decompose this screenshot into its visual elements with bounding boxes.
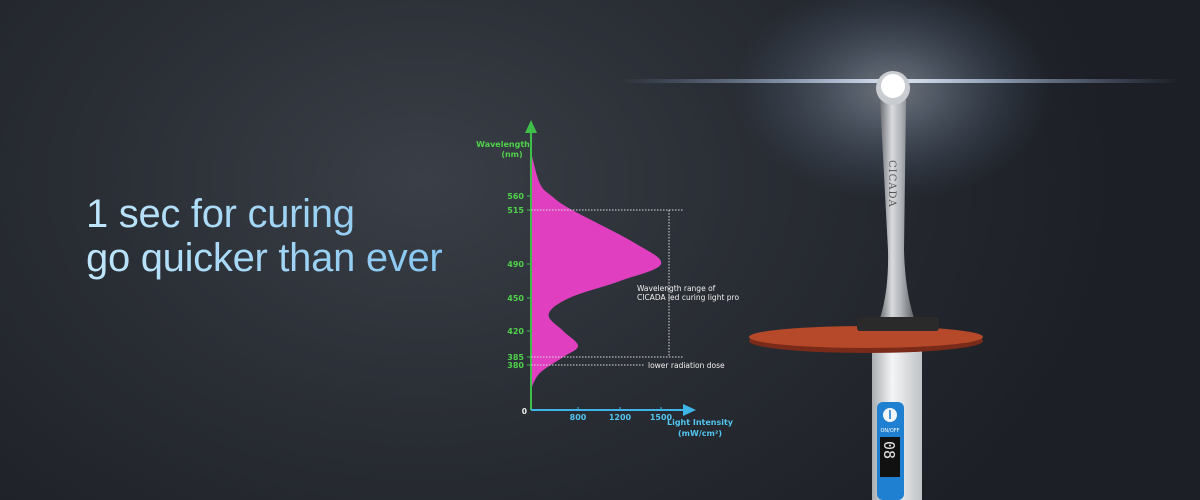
- x-axis-unit: (mW/cm²): [678, 429, 722, 438]
- light-guide-wand: [880, 100, 914, 318]
- brand-logo: CICADA: [886, 160, 897, 208]
- y-tick-label: 380: [507, 361, 524, 370]
- headline-line-2: go quicker than ever: [86, 236, 443, 280]
- headline: 1 sec for curing go quicker than ever: [86, 192, 443, 280]
- range-annotation-line-1: Wavelength range of: [637, 284, 716, 293]
- y-tick-label: 515: [507, 206, 524, 215]
- power-label: ON/OFF: [880, 428, 899, 434]
- y-axis-unit: (nm): [501, 150, 522, 159]
- headline-line-1: 1 sec for curing: [86, 192, 442, 236]
- timer-display: [880, 437, 900, 477]
- y-tick-label: 385: [507, 353, 524, 362]
- x-tick-label: 800: [570, 413, 587, 422]
- led-emitter: [881, 74, 905, 98]
- origin-label: 0: [522, 407, 527, 416]
- y-tick-label: 450: [507, 294, 524, 303]
- x-tick-label: 1200: [609, 413, 632, 422]
- spectrum-area: [531, 152, 662, 389]
- x-axis-label: Light Intensity: [667, 418, 734, 427]
- y-axis-label: Wavelength: [476, 140, 530, 149]
- timer-value: 08: [880, 441, 898, 459]
- range-annotation-line-2: CICADA led curing light pro: [637, 293, 739, 302]
- y-tick-label: 490: [507, 260, 524, 269]
- y-tick-label: 420: [507, 327, 524, 336]
- disc-holder: [857, 317, 939, 331]
- shield-disc: [749, 326, 983, 348]
- y-tick-label: 560: [507, 192, 524, 201]
- x-tick-label: 1500: [650, 413, 673, 422]
- y-axis-arrow-icon: [525, 120, 537, 133]
- x-axis-arrow-icon: [683, 404, 696, 416]
- power-icon: [889, 410, 891, 419]
- low-dose-annotation: lower radiation dose: [648, 361, 725, 370]
